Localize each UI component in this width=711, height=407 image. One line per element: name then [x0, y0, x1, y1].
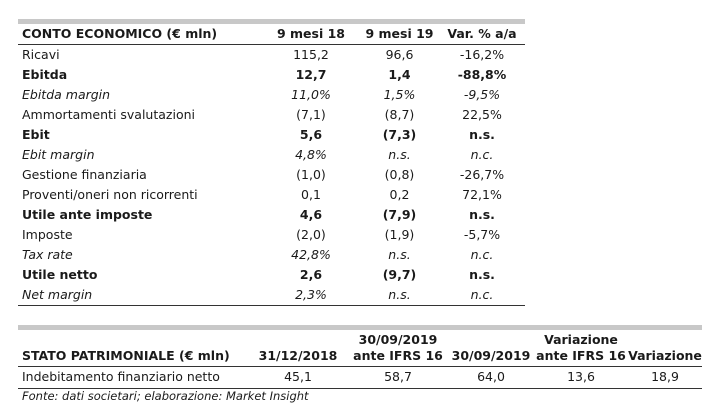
income-row-label: Tax rate — [22, 247, 73, 262]
income-row-value: (0,8) — [384, 167, 415, 182]
income-row-value: 0,2 — [389, 187, 410, 202]
balance-header-col: Variazione ante IFRS 16 — [534, 330, 628, 367]
income-row-value: 4,6 — [299, 207, 323, 222]
income-header-var: Var. % a/a — [439, 24, 525, 45]
income-row-value: (7,9) — [382, 207, 417, 222]
income-row-value: -88,8% — [457, 67, 507, 82]
balance-top-band — [18, 325, 702, 330]
income-row-value: -16,2% — [459, 47, 505, 62]
income-row-label: Net margin — [18, 285, 262, 306]
income-header-row: CONTO ECONOMICO (€ mln) 9 mesi 18 9 mesi… — [18, 24, 525, 45]
income-row-value: n.s. — [469, 267, 495, 282]
income-row-value: n.s. — [388, 147, 411, 162]
balance-header-row: STATO PATRIMONIALE (€ mln) 31/12/2018 30/0… — [18, 330, 702, 367]
balance-row-value: 64,0 — [448, 366, 534, 389]
income-row-value: 1,4 — [388, 67, 411, 82]
income-row-label: Proventi/oneri non ricorrenti — [22, 187, 198, 202]
income-row: Gestione finanziaria (1,0) (0,8) -26,7% — [18, 165, 525, 185]
income-row-value: 22,5% — [462, 107, 502, 122]
income-row-value: (2,0) — [296, 227, 326, 242]
balance-row-value: 45,1 — [248, 366, 348, 389]
income-row-label: Ebit margin — [22, 147, 95, 162]
income-row-label: Ammortamenti svalutazioni — [22, 107, 195, 122]
income-row-value: 42,8% — [291, 247, 331, 262]
income-row-value: 2,3% — [262, 285, 360, 306]
balance-header-title: STATO PATRIMONIALE (€ mln) — [18, 330, 248, 367]
balance-header-col: 30/09/2019 ante IFRS 16 — [348, 330, 448, 367]
income-row-label: Utile netto — [22, 267, 98, 282]
income-row-label: Ebitda — [22, 67, 68, 82]
income-row: Proventi/oneri non ricorrenti 0,1 0,2 72,1% — [18, 185, 525, 205]
balance-sheet-table: STATO PATRIMONIALE (€ mln) 31/12/2018 30/0… — [18, 330, 702, 389]
income-row: Ebitda 12,7 1,4 -88,8% — [18, 65, 525, 85]
income-row-value: 12,7 — [295, 67, 327, 82]
income-row-value: 115,2 — [293, 47, 329, 62]
income-row: Ebit margin 4,8% n.s. n.c. — [18, 145, 525, 165]
balance-row-value: 13,6 — [534, 366, 628, 389]
income-top-band — [18, 19, 525, 24]
income-row: Tax rate 42,8% n.s. n.c. — [18, 245, 525, 265]
income-row-value: -9,5% — [463, 87, 501, 102]
income-row: Utile netto 2,6 (9,7) n.s. — [18, 265, 525, 285]
income-row: Ammortamenti svalutazioni (7,1) (8,7) 22,5% — [18, 105, 525, 125]
income-row-value: 4,8% — [295, 147, 327, 162]
income-header-9m18: 9 mesi 18 — [262, 24, 360, 45]
income-row-value: (1,9) — [384, 227, 415, 242]
balance-row-value: 58,7 — [348, 366, 448, 389]
income-row-value: 96,6 — [385, 47, 414, 62]
balance-header-col: 30/09/2019 — [448, 330, 534, 367]
income-row-value: n.s. — [360, 285, 439, 306]
income-row-value: n.s. — [388, 247, 411, 262]
income-row-value: n.c. — [439, 285, 525, 306]
income-row: Imposte (2,0) (1,9) -5,7% — [18, 225, 525, 245]
income-row-label: Ebitda margin — [22, 87, 111, 102]
income-row-value: (7,1) — [296, 107, 326, 122]
income-row-value: n.s. — [469, 207, 495, 222]
income-row-value: n.c. — [470, 147, 494, 162]
income-row-value: 5,6 — [299, 127, 323, 142]
income-row-value: 2,6 — [299, 267, 323, 282]
income-row: Net margin 2,3% n.s. n.c. — [18, 285, 525, 306]
income-row-value: 72,1% — [462, 187, 502, 202]
income-row-value: (1,0) — [296, 167, 326, 182]
income-row: Utile ante imposte 4,6 (7,9) n.s. — [18, 205, 525, 225]
income-row-value: -26,7% — [459, 167, 505, 182]
income-row-label: Ricavi — [22, 47, 60, 62]
balance-row-label: Indebitamento finanziario netto — [18, 366, 248, 389]
income-row-label: Utile ante imposte — [22, 207, 153, 222]
balance-header-col: Variazione — [628, 330, 702, 367]
income-row-value: (7,3) — [382, 127, 417, 142]
source-note: Fonte: dati societari; elaborazione: Mar… — [22, 389, 309, 403]
income-row: Ricavi 115,2 96,6 -16,2% — [18, 45, 525, 66]
balance-row-value: 18,9 — [628, 366, 702, 389]
balance-header-col: 31/12/2018 — [248, 330, 348, 367]
income-row-value: 1,5% — [383, 87, 416, 102]
income-row-value: (9,7) — [382, 267, 417, 282]
income-row-label: Ebit — [22, 127, 50, 142]
income-row: Ebit 5,6 (7,3) n.s. — [18, 125, 525, 145]
income-statement-table: CONTO ECONOMICO (€ mln) 9 mesi 18 9 mesi… — [18, 24, 525, 306]
income-header-9m19: 9 mesi 19 — [360, 24, 439, 45]
income-row-value: n.c. — [470, 247, 494, 262]
income-row-value: 0,1 — [301, 187, 321, 202]
income-row-value: (8,7) — [384, 107, 415, 122]
balance-row: Indebitamento finanziario netto 45,1 58,7 6… — [18, 366, 702, 389]
income-row-label: Imposte — [22, 227, 73, 242]
income-row-value: n.s. — [469, 127, 495, 142]
income-header-title: CONTO ECONOMICO (€ mln) — [18, 24, 262, 45]
income-row-label: Gestione finanziaria — [22, 167, 147, 182]
income-row: Ebitda margin 11,0% 1,5% -9,5% — [18, 85, 525, 105]
income-row-value: 11,0% — [291, 87, 331, 102]
income-row-value: -5,7% — [463, 227, 501, 242]
